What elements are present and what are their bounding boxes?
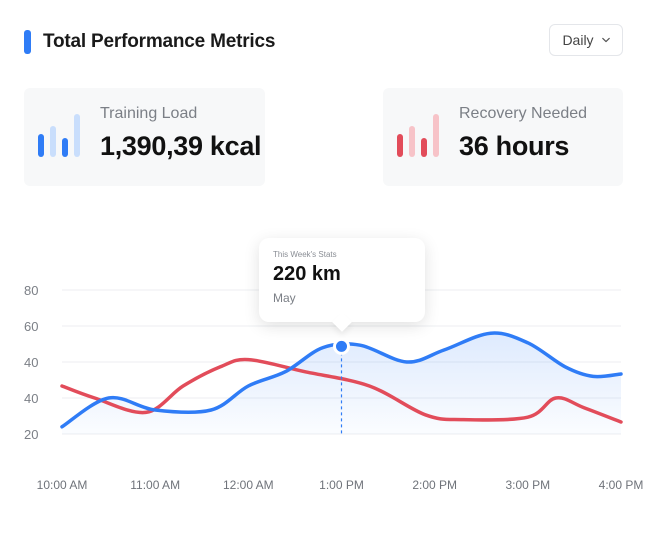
header: Total Performance Metrics: [24, 30, 275, 54]
icon-bar-3: [421, 138, 427, 157]
period-dropdown[interactable]: Daily: [549, 24, 623, 56]
stats-tooltip: This Week's Stats 220 km May: [259, 238, 425, 322]
icon-bar-4: [433, 114, 439, 157]
recovery-label: Recovery Needed: [459, 105, 588, 122]
training-load-value: 1,390,39 kcal: [100, 131, 262, 161]
y-tick-label: 40: [24, 391, 38, 406]
tooltip-value: 220 km: [273, 263, 341, 285]
x-tick-label: 4:00 PM: [599, 478, 644, 492]
icon-bar-4: [74, 114, 80, 157]
bar-chart-icon: [38, 114, 80, 157]
period-label: Daily: [562, 32, 594, 48]
x-tick-label: 3:00 PM: [505, 478, 550, 492]
y-tick-label: 40: [24, 355, 38, 370]
highlight-point[interactable]: [333, 337, 350, 355]
y-tick-label: 60: [24, 319, 38, 334]
line-chart: 80 60 40 40 20 10:00 AM 11:00 AM 12:00 AM 1:00 …: [24, 283, 644, 492]
x-tick-label: 12:00 AM: [223, 478, 274, 492]
y-tick-label: 80: [24, 283, 38, 298]
tooltip-subtitle: May: [273, 291, 296, 305]
page-title: Total Performance Metrics: [43, 31, 276, 52]
y-axis: 80 60 40 40 20: [24, 283, 38, 442]
chevron-down-icon: [601, 37, 610, 43]
icon-bar-2: [409, 126, 415, 157]
icon-bar-1: [397, 134, 403, 157]
tooltip-caption: This Week's Stats: [273, 250, 337, 259]
icon-bar-3: [62, 138, 68, 157]
series-line-0: [60, 331, 623, 429]
training-load-card: Training Load 1,390,39 kcal: [24, 88, 265, 186]
icon-bar-1: [38, 134, 44, 157]
bar-chart-icon: [397, 114, 439, 157]
x-tick-label: 10:00 AM: [37, 478, 88, 492]
x-tick-label: 1:00 PM: [319, 478, 364, 492]
recovery-value: 36 hours: [459, 131, 570, 161]
training-load-label: Training Load: [100, 105, 198, 122]
x-tick-label: 2:00 PM: [412, 478, 457, 492]
y-tick-label: 20: [24, 427, 38, 442]
title-accent-bar: [24, 30, 31, 54]
chart-highlight: [333, 337, 350, 434]
icon-bar-2: [50, 126, 56, 157]
x-tick-label: 11:00 AM: [130, 478, 180, 492]
recovery-card: Recovery Needed 36 hours: [383, 88, 623, 186]
x-axis: 10:00 AM 11:00 AM 12:00 AM 1:00 PM 2:00 PM 3:…: [37, 478, 644, 492]
